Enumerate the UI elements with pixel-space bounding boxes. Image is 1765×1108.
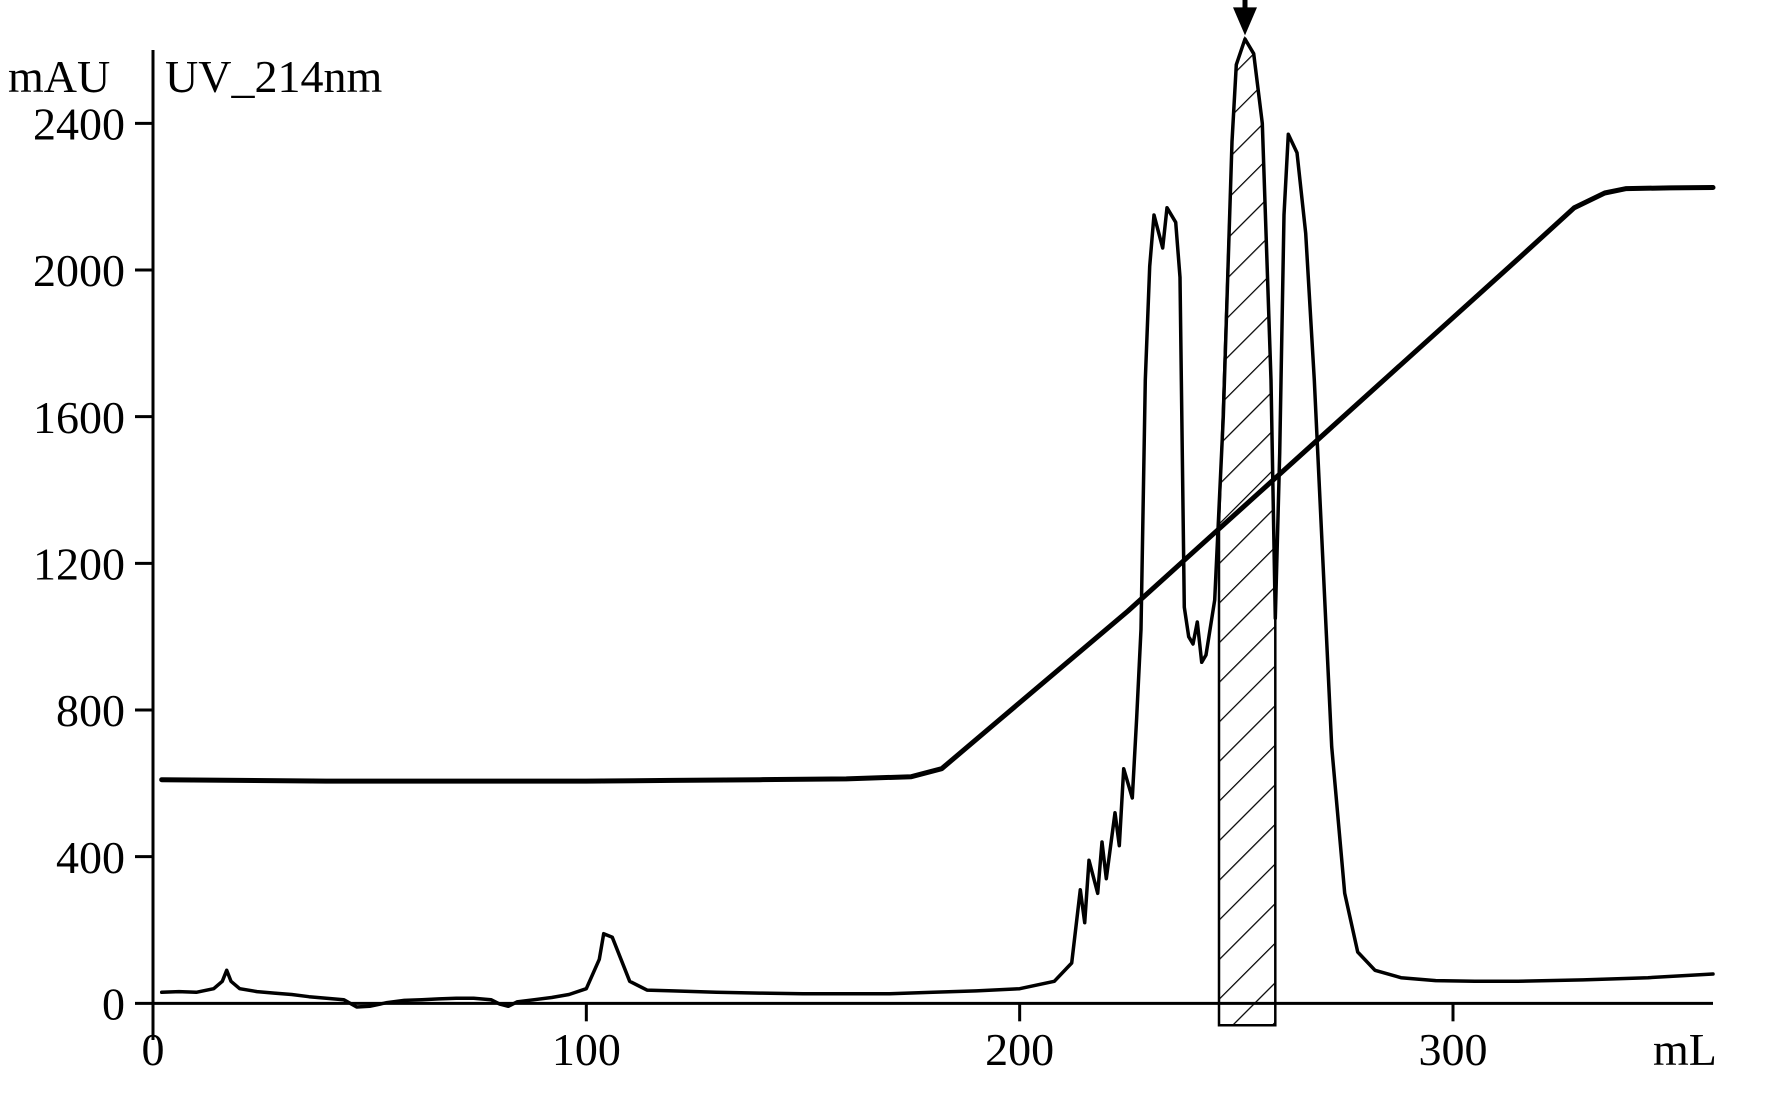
uv-trace [162, 39, 1713, 1007]
x-tick-label: 300 [1419, 1024, 1488, 1075]
y-tick-label: 1200 [33, 538, 125, 589]
y-tick-label: 1600 [33, 392, 125, 443]
plot-area: 0 100 200 300 0 400 800 1200 1600 2000 2400 [33, 0, 1713, 1090]
trace-label: UV_214nm [165, 51, 382, 102]
y-tick-label: 0 [102, 978, 125, 1029]
peak-arrow-icon [1233, 0, 1257, 35]
chromatogram-chart: 0 100 200 300 0 400 800 1200 1600 2000 2400 mAU U… [0, 0, 1765, 1108]
y-tick-label: 2400 [33, 98, 125, 149]
y-tick-label: 400 [56, 832, 125, 883]
y-tick-label: 2000 [33, 245, 125, 296]
x-tick-label: 0 [142, 1024, 165, 1075]
gradient-trace [162, 188, 1713, 782]
x-tick-label: 200 [985, 1024, 1054, 1075]
x-ticks: 0 100 200 300 [142, 1003, 1488, 1075]
chart-svg: 0 100 200 300 0 400 800 1200 1600 2000 2400 mAU U… [0, 0, 1765, 1108]
hatched-peak [1214, 0, 1280, 1090]
y-axis-label: mAU [8, 51, 110, 102]
y-tick-label: 800 [56, 685, 125, 736]
x-tick-label: 100 [552, 1024, 621, 1075]
x-axis-label: mL [1653, 1024, 1717, 1075]
y-ticks: 0 400 800 1200 1600 2000 2400 [33, 98, 153, 1029]
